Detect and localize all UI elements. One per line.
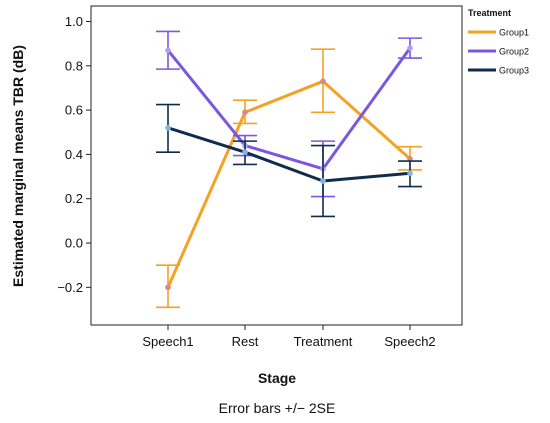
- data-point-group1: [320, 78, 326, 85]
- y-axis: 1.0 0.8 0.6 0.4 0.2 0.0 −0.2: [57, 14, 91, 295]
- x-axis: Speech1 Rest Treatment Speech2: [142, 325, 436, 349]
- legend-label-group2: Group2: [499, 47, 529, 57]
- y-tick-label: 0.6: [65, 103, 83, 118]
- legend: Treatment Group1 Group2 Group3: [468, 8, 529, 76]
- series-line-group1: [166, 79, 411, 288]
- legend-item-group2: Group2: [468, 47, 529, 57]
- y-tick-label: 1.0: [65, 14, 83, 29]
- data-point-group1: [165, 284, 171, 291]
- x-tick-label: Treatment: [294, 334, 353, 349]
- legend-title: Treatment: [468, 8, 511, 18]
- legend-label-group1: Group1: [499, 28, 529, 38]
- legend-item-group1: Group1: [468, 28, 529, 38]
- x-tick-label: Speech2: [384, 334, 435, 349]
- y-tick-label: 0.2: [65, 191, 83, 206]
- y-tick-label: 0.0: [65, 236, 83, 251]
- data-point-group3: [320, 178, 326, 184]
- y-tick-label: −0.2: [57, 280, 83, 295]
- x-tick-label: Speech1: [142, 334, 193, 349]
- y-axis-title: Estimated marginal means TBR (dB): [10, 45, 26, 287]
- data-point-group2: [165, 47, 171, 54]
- series-group1: [156, 48, 422, 309]
- data-point-group3: [407, 170, 413, 177]
- series-line-group3: [167, 126, 411, 183]
- y-tick-label: 0.4: [65, 147, 83, 162]
- series-group2: [156, 30, 422, 198]
- error-bar-footnote: Error bars +/− 2SE: [219, 400, 336, 416]
- series-group3: [156, 103, 422, 218]
- data-point-group2: [407, 45, 413, 51]
- data-point-group1: [242, 109, 248, 116]
- series-layer: [156, 30, 422, 309]
- y-tick-label: 0.8: [65, 58, 83, 73]
- legend-item-group3: Group3: [468, 66, 529, 76]
- x-tick-label: Rest: [232, 334, 259, 349]
- plot-frame: [90, 5, 463, 326]
- legend-items: Group1 Group2 Group3: [468, 28, 529, 76]
- legend-label-group3: Group3: [499, 66, 529, 76]
- series-line-group2: [166, 47, 412, 171]
- data-point-group3: [242, 149, 248, 156]
- data-point-group3: [165, 124, 171, 131]
- x-axis-title: Stage: [258, 370, 296, 386]
